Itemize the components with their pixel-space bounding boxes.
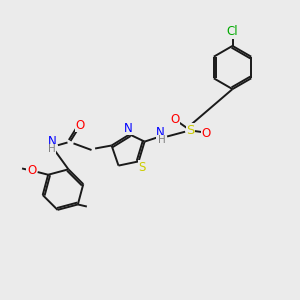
Text: N: N: [48, 135, 57, 148]
Text: O: O: [27, 164, 36, 177]
Text: N: N: [124, 122, 133, 135]
Text: N: N: [156, 125, 165, 139]
Text: H: H: [48, 144, 56, 154]
Text: Cl: Cl: [227, 25, 238, 38]
Text: O: O: [170, 112, 179, 126]
Text: S: S: [186, 124, 195, 137]
Text: O: O: [76, 119, 85, 132]
Text: S: S: [139, 161, 146, 174]
Text: O: O: [202, 127, 211, 140]
Text: H: H: [158, 135, 165, 146]
